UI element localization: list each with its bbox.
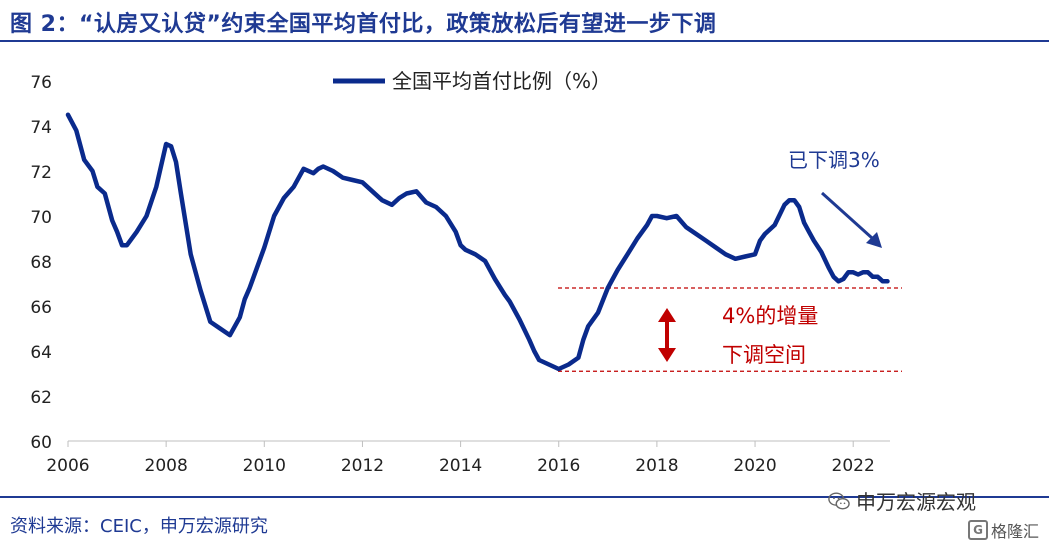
decline-label: 已下调3% — [788, 148, 880, 172]
x-tick-label: 2008 — [145, 456, 188, 476]
reference-lines — [558, 287, 902, 372]
brand-mark: G 格隆汇 — [968, 518, 1039, 542]
x-tick-label: 2014 — [439, 456, 482, 476]
decline-arrow-shaft — [820, 191, 874, 240]
y-tick-label: 74 — [30, 118, 52, 138]
y-tick-label: 62 — [30, 388, 52, 408]
gap-label-line2: 下调空间 — [722, 343, 806, 367]
figure-title: 图 2：“认房又认贷”约束全国平均首付比，政策放松后有望进一步下调 — [10, 12, 717, 37]
y-tick-label: 66 — [30, 298, 52, 318]
y-tick-label: 70 — [30, 208, 52, 228]
source-note: 资料来源：CEIC，申万宏源研究 — [10, 516, 268, 537]
y-tick-label: 64 — [30, 343, 52, 363]
x-tick-label: 2018 — [635, 456, 678, 476]
y-tick-label: 60 — [30, 433, 52, 453]
gap-arrow-head-down — [658, 348, 676, 362]
footer-rule — [0, 496, 1049, 498]
series-group — [65, 112, 890, 372]
y-tick-label: 72 — [30, 163, 52, 183]
x-tick-label: 2012 — [341, 456, 384, 476]
gelonghui-logo-icon: G — [968, 520, 988, 540]
legend-label: 全国平均首付比例（%） — [392, 69, 611, 93]
watermark: 申万宏源宏观 — [828, 486, 976, 515]
legend: 全国平均首付比例（%） — [333, 69, 611, 93]
x-tick-label: 2016 — [537, 456, 580, 476]
decline-arrow-head — [866, 232, 882, 248]
y-tick-label: 68 — [30, 253, 52, 273]
title-rule — [0, 40, 1049, 42]
x-tick-label: 2022 — [832, 456, 875, 476]
chart-axes: 60 62 64 66 68 70 72 74 76 2006 2008 2010 2012 2014 20… — [30, 73, 890, 476]
brand-text: 格隆汇 — [991, 522, 1040, 541]
series-line — [65, 112, 890, 372]
gap-arrow-head-up — [658, 308, 676, 322]
watermark-text: 申万宏源宏观 — [856, 490, 976, 514]
x-tick-label: 2006 — [46, 456, 89, 476]
wechat-icon — [828, 492, 850, 509]
x-tick-label: 2020 — [733, 456, 776, 476]
y-tick-label: 76 — [30, 73, 52, 93]
gap-label-line1: 4%的增量 — [722, 304, 818, 328]
x-tick-label: 2010 — [243, 456, 286, 476]
